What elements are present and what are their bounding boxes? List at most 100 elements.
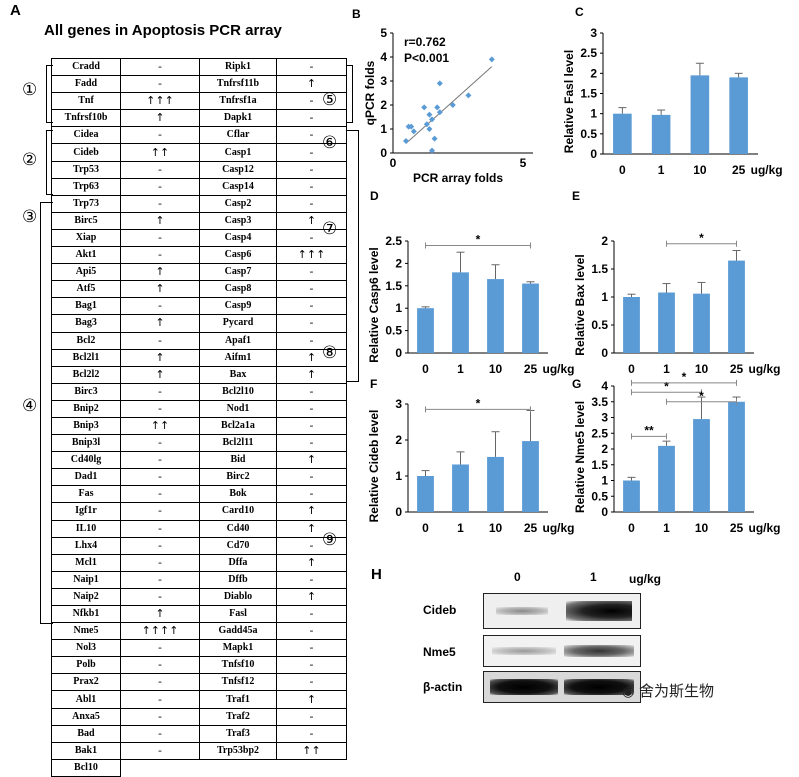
bar-g-bar (658, 445, 675, 512)
scatter-point (488, 56, 495, 63)
bar-e-y-tick-label: 1.5 (591, 262, 608, 276)
gene-change-cell: - (276, 468, 347, 487)
group-label-8: ⑧ (322, 343, 338, 363)
gene-change-cell: - (276, 314, 347, 333)
bar-f-x-tick-label: 25 (524, 521, 538, 535)
table-row: Bag3 ↑ Pycard - (51, 314, 347, 333)
table-row: Birc3- Bcl2l10- (51, 382, 347, 401)
table-row: IL10- Cd40 ↑ (51, 519, 347, 538)
bar-e-bar (728, 260, 745, 353)
bar-e-bar (623, 297, 640, 353)
bar-c-y-tick-label: 1 (590, 107, 597, 121)
bar-g-y-tick-label: 2.5 (591, 426, 608, 440)
bar-g-y-tick-label: 1 (601, 474, 608, 488)
wb-blot-nme5 (483, 635, 641, 667)
bar-e-y-tick-label: 0 (601, 346, 608, 360)
bar-c-y-tick-label: 3 (590, 26, 597, 40)
table-row: Bad - Traf3- (51, 724, 347, 743)
bar-d-x-tick-label: 10 (489, 362, 503, 376)
gene-change-cell: - (120, 399, 200, 418)
gene-change-cell: - (276, 434, 347, 453)
bar-c-bar (690, 75, 710, 154)
panel-e-letter: E (572, 189, 580, 203)
table-row: Dad1- Birc2- (51, 468, 347, 487)
group-label-1: ① (22, 80, 38, 100)
bar-f-x-tick-label: 0 (422, 521, 429, 535)
gene-change-cell: - (120, 741, 200, 760)
bar-d-y-tick-label: 0.5 (385, 324, 402, 338)
wb-unit: ug/kg (629, 572, 661, 586)
bar-g-bar (693, 419, 710, 512)
wb-blot-cideb (483, 593, 641, 629)
panel-g-letter: G (572, 377, 581, 391)
gene-change-cell: ↑↑↑ (276, 246, 347, 265)
scatter-point (426, 111, 433, 118)
bar-g-sig-label: ** (644, 423, 654, 437)
table-row: Cradd - Ripk1- (51, 57, 347, 77)
bar-g-y-tick-label: 0 (601, 505, 608, 519)
bar-d-unit: ug/kg (543, 362, 575, 376)
bar-e-x-tick-label: 1 (663, 362, 670, 376)
table-row: Bnip3 ↑↑ Bcl2a1a - (51, 416, 347, 436)
table-row: Bcl2l2 ↑ Bax ↑ (51, 365, 347, 384)
table-row: Bcl2l1 ↑ Aifm1 ↑ (51, 348, 347, 367)
wb-blot-actin (483, 671, 641, 703)
table-row: Bcl10 (51, 758, 347, 777)
bar-f-x-tick-label: 1 (457, 521, 464, 535)
table-row: Tnfrsf10b ↑ Dapk1- (51, 109, 347, 128)
charts-canvas: B 0 1 2 3 4 5 0 5 r=0.762 P<0.001 PCR array folds qP… (352, 5, 783, 535)
bar-g-x-tick-label: 1 (663, 521, 670, 535)
table-row: Nol3- Mapk1- (51, 639, 347, 658)
scatter-annotation-r: r=0.762 (404, 35, 446, 49)
table-row: Cidea - Cflar - (51, 126, 347, 145)
wb-band-nme5-0 (492, 647, 556, 655)
gene-name-cell: Aifm1 (199, 348, 277, 367)
gene-name-cell: Akt1 (51, 246, 121, 265)
table-row: Birc5 ↑ Casp3 ↑ (51, 211, 347, 230)
gene-change-cell: - (120, 468, 200, 487)
bar-g-y-tick-label: 3.5 (591, 395, 608, 409)
table-row: Bag1- Casp9- (51, 297, 347, 316)
wechat-icon: ◉ (622, 684, 635, 700)
bar-d-y-tick-label: 2 (395, 256, 402, 270)
group-label-5: ⑤ (322, 90, 338, 110)
bar-f-bar (487, 456, 504, 512)
table-row: Bnip3l - Bcl2l11- (51, 434, 347, 453)
bar-d-sig-label: * (476, 232, 481, 246)
gene-change-cell: ↑↑ (120, 143, 200, 162)
bar-f-y-tick-label: 3 (395, 397, 402, 411)
gene-change-cell: - (120, 382, 200, 401)
wb-band-actin-1 (564, 679, 634, 695)
gene-change-cell: - (276, 416, 347, 436)
scatter-trend-line (405, 66, 493, 144)
scatter-xlabel: PCR array folds (413, 171, 503, 185)
table-row: Api5 ↑ Casp7- (51, 263, 347, 282)
group-label-3: ③ (22, 207, 38, 227)
gene-change-cell: - (276, 485, 347, 504)
bar-e-sig-label: * (699, 231, 704, 245)
gene-name-cell: Apaf1 (199, 331, 277, 350)
gene-change-cell: - (276, 331, 347, 350)
bar-f-unit: ug/kg (543, 521, 575, 535)
bar-e-y-tick-label: 0.5 (591, 318, 608, 332)
bar-d-y-tick-label: 0 (395, 346, 402, 360)
table-row: Fas - Bok - (51, 485, 347, 504)
table-row: Naip2- Diablo ↑ (51, 587, 347, 607)
bar-g-y-tick-label: 3 (601, 411, 608, 425)
gene-table: Cradd - Ripk1- Fadd - Tnfrsf11b ↑ Tnf ↑↑↑ Tnfrsf1… (51, 57, 347, 777)
bar-d-bar (522, 283, 539, 353)
bar-f-ylabel: Relative Cideb level (367, 410, 381, 523)
bar-g-sig-label: * (682, 370, 687, 384)
bar-e-x-tick-label: 0 (628, 362, 635, 376)
bar-d-bar (487, 279, 504, 353)
bar-g-bar (623, 480, 640, 512)
scatter-point (426, 126, 433, 132)
gene-change-cell: ↑ (276, 348, 347, 367)
wb-band-actin-0 (490, 679, 558, 695)
gene-change-cell: ↑↑ (276, 741, 347, 760)
scatter-point (431, 135, 438, 142)
gene-change-cell: ↑ (120, 263, 200, 282)
wb-dose-0: 0 (514, 570, 521, 584)
wb-band-cideb-1 (566, 601, 632, 621)
scatter-y-tick-label: 1 (380, 122, 387, 136)
